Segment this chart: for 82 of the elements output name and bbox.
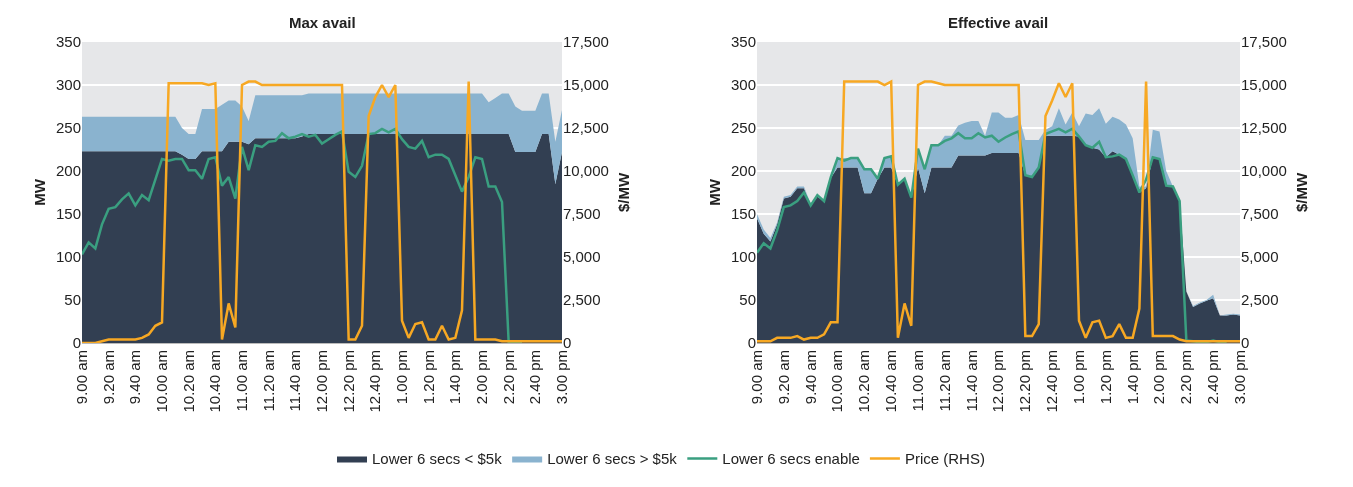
x-tick-label: 12.00 pm <box>989 350 1007 413</box>
y-tick-label: 50 <box>64 291 81 309</box>
x-tick-label: 3.00 pm <box>1230 350 1248 405</box>
y2-tick-label: 12,500 <box>1241 119 1287 137</box>
y2-tick-label: 12,500 <box>563 119 609 137</box>
legend-label: Lower 6 secs < $5k <box>372 450 503 468</box>
chart-title: Max avail <box>289 14 356 31</box>
x-tick-label: 1.20 pm <box>1096 350 1114 405</box>
legend-label: Lower 6 secs enable <box>722 450 860 468</box>
y2-tick-label: 17,500 <box>1241 33 1287 51</box>
x-tick-label: 12.40 pm <box>1043 350 1061 413</box>
x-tick-label: 2.40 pm <box>1204 350 1222 405</box>
legend-label: Price (RHS) <box>904 450 985 468</box>
x-tick-label: 9.20 am <box>99 350 117 405</box>
x-tick-label: 1.20 pm <box>419 350 437 405</box>
y2-tick-label: 7,500 <box>1241 205 1279 223</box>
y-tick-label: 250 <box>730 119 756 137</box>
x-tick-label: 10.40 am <box>882 350 900 413</box>
x-tick-label: 11.40 am <box>286 350 304 412</box>
y-tick-label: 200 <box>730 162 756 180</box>
x-tick-label: 2.20 pm <box>1177 350 1195 405</box>
x-tick-label: 3.00 pm <box>552 350 570 405</box>
legend-label: Lower 6 secs > $5k <box>547 450 678 468</box>
x-tick-label: 11.20 am <box>935 350 953 412</box>
line-series <box>82 80 562 343</box>
x-tick-label: 1.00 pm <box>392 350 410 405</box>
x-tick-label: 9.40 am <box>126 350 144 405</box>
y-tick-label: 100 <box>55 248 81 266</box>
x-tick-label: 1.00 pm <box>1069 350 1087 405</box>
x-tick-label: 10.20 am <box>179 350 197 413</box>
y2-tick-label: 17,500 <box>563 33 609 51</box>
x-tick-label: 9.00 am <box>72 350 90 405</box>
x-tick-label: 2.40 pm <box>526 350 544 405</box>
y2-tick-label: 2,500 <box>1241 291 1279 309</box>
x-tick-label: 11.40 am <box>962 350 980 412</box>
y2-tick-label: 5,000 <box>1241 248 1279 266</box>
x-tick-label: 9.40 am <box>801 350 819 405</box>
x-tick-label: 12.40 pm <box>366 350 384 413</box>
y2-tick-label: 7,500 <box>563 205 601 223</box>
y2-tick-label: 2,500 <box>563 291 601 309</box>
y-tick-label: 350 <box>55 33 81 51</box>
y2-axis-title: $/MW <box>1292 172 1310 213</box>
line-series <box>757 80 1240 343</box>
y2-tick-label: 15,000 <box>563 76 609 94</box>
y2-tick-label: 5,000 <box>563 248 601 266</box>
x-tick-label: 10.00 am <box>152 350 170 413</box>
y-axis-title: MW <box>706 178 724 206</box>
x-tick-label: 12.00 pm <box>312 350 330 413</box>
x-tick-label: 2.00 pm <box>472 350 490 405</box>
y-tick-label: 150 <box>55 205 81 223</box>
x-tick-label: 11.20 am <box>259 350 277 412</box>
y-tick-label: 350 <box>730 33 756 51</box>
y-tick-label: 50 <box>739 291 756 309</box>
y-axis-title: MW <box>31 178 49 206</box>
x-tick-label: 11.00 am <box>232 350 250 412</box>
x-tick-label: 1.40 pm <box>446 350 464 405</box>
y-tick-label: 0 <box>747 334 756 352</box>
chart-title: Effective avail <box>948 14 1049 31</box>
x-tick-label: 2.00 pm <box>1150 350 1168 405</box>
y-tick-label: 200 <box>55 162 81 180</box>
y2-tick-label: 0 <box>563 334 572 352</box>
x-tick-label: 11.00 am <box>908 350 926 412</box>
y2-tick-label: 0 <box>1241 334 1250 352</box>
y2-axis-title: $/MW <box>614 172 632 213</box>
y-tick-label: 150 <box>730 205 756 223</box>
y-tick-label: 300 <box>55 76 81 94</box>
y2-tick-label: 10,000 <box>563 162 609 180</box>
y2-tick-label: 15,000 <box>1241 76 1287 94</box>
x-tick-label: 12.20 pm <box>1016 350 1034 413</box>
x-tick-label: 9.20 am <box>774 350 792 405</box>
y-tick-label: 0 <box>72 334 81 352</box>
x-tick-label: 2.20 pm <box>499 350 517 405</box>
x-tick-label: 12.20 pm <box>339 350 357 413</box>
x-tick-label: 10.40 am <box>206 350 224 413</box>
y2-tick-label: 10,000 <box>1241 162 1287 180</box>
y-tick-label: 100 <box>730 248 756 266</box>
x-tick-label: 9.00 am <box>747 350 765 405</box>
x-tick-label: 10.00 am <box>828 350 846 413</box>
x-tick-label: 10.20 am <box>855 350 873 413</box>
x-tick-label: 1.40 pm <box>1123 350 1141 405</box>
y-tick-label: 250 <box>55 119 81 137</box>
y-tick-label: 300 <box>730 76 756 94</box>
